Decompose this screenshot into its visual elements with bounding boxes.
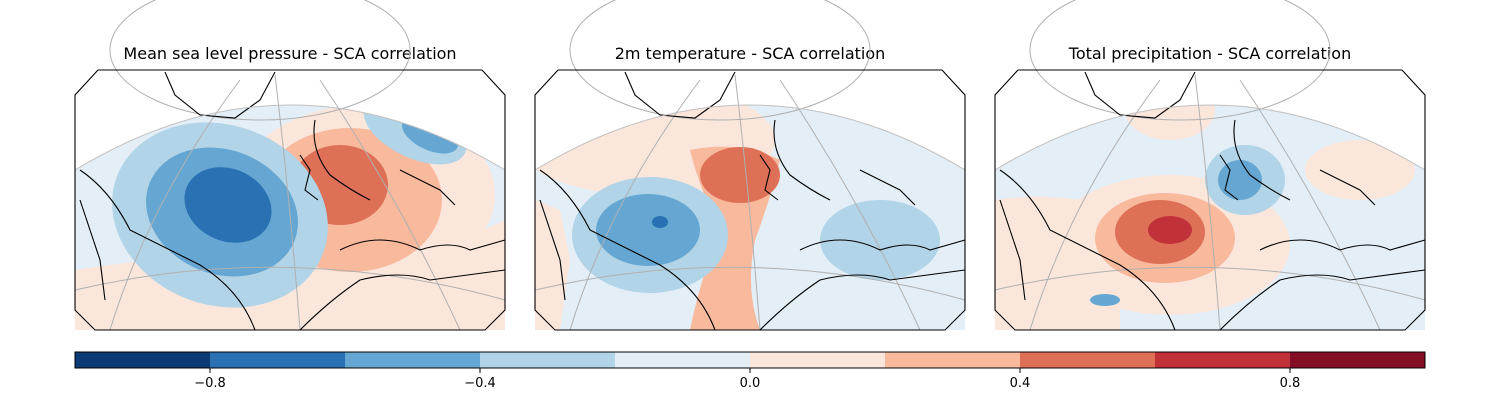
coastlines-t2m bbox=[539, 71, 966, 331]
colorbar-tick-marks bbox=[209, 368, 1291, 373]
map-frame-mslp bbox=[74, 69, 506, 331]
colorbar-cell bbox=[885, 352, 1020, 368]
colorbar-cell bbox=[1020, 352, 1155, 368]
colorbar-cell bbox=[1290, 352, 1425, 368]
colorbar-cell bbox=[210, 352, 345, 368]
colorbar-frame bbox=[74, 351, 1426, 369]
panel-title-mslp: Mean sea level pressure - SCA correlatio… bbox=[123, 44, 457, 63]
map-panel-precip bbox=[994, 0, 1426, 331]
map-boundary-precip bbox=[994, 104, 1426, 171]
graticule-precip bbox=[994, 0, 1426, 331]
map-panel-t2m bbox=[534, 0, 966, 331]
map-frame-precip bbox=[994, 69, 1426, 331]
correlation-field-t2m bbox=[535, 105, 965, 330]
correlation-field-precip bbox=[995, 105, 1425, 330]
colorbar-cell bbox=[615, 352, 750, 368]
coastlines-precip bbox=[999, 71, 1426, 331]
colorbar-tick-label: 0.0 bbox=[739, 376, 761, 391]
colorbar-cell bbox=[345, 352, 480, 368]
colorbar-tick-label: 0.8 bbox=[1279, 376, 1301, 391]
map-boundary-t2m bbox=[534, 104, 966, 171]
panel-title-precip: Total precipitation - SCA correlation bbox=[1068, 44, 1352, 63]
colorbar-tick-label: −0.8 bbox=[194, 376, 226, 391]
map-frame-t2m bbox=[534, 69, 966, 331]
colorbar-cell bbox=[1155, 352, 1290, 368]
colorbar-tick-label: 0.4 bbox=[1009, 376, 1031, 391]
graticule-t2m bbox=[534, 0, 966, 331]
coastlines-mslp bbox=[79, 71, 506, 331]
correlation-field-mslp bbox=[75, 105, 505, 330]
colorbar-cell bbox=[750, 352, 885, 368]
colorbar bbox=[75, 352, 1425, 368]
graticule-mslp bbox=[74, 0, 506, 331]
colorbar-tick-label: −0.4 bbox=[464, 376, 496, 391]
map-boundary-mslp bbox=[74, 104, 506, 171]
panel-title-t2m: 2m temperature - SCA correlation bbox=[614, 44, 886, 63]
colorbar-cell bbox=[480, 352, 615, 368]
colorbar-cell bbox=[75, 352, 210, 368]
map-panel-mslp bbox=[74, 0, 506, 331]
